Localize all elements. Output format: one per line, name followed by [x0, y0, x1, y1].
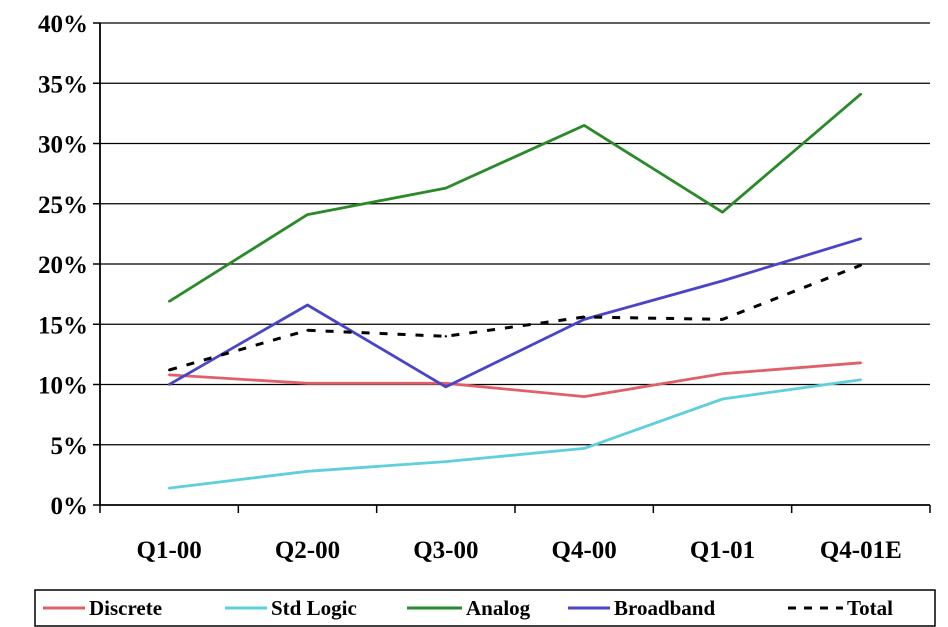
data-point-total-q1-00	[167, 368, 171, 372]
data-point-std-logic-q4-01e	[859, 378, 863, 381]
series-line-std-logic	[169, 378, 861, 490]
gridlines	[100, 22, 930, 446]
legend-box	[34, 589, 936, 627]
data-point-analog-q3-00	[444, 186, 448, 190]
legend-label-discrete: Discrete	[89, 596, 162, 620]
y-tick-label-25: 25%	[38, 192, 88, 219]
x-tick-label-q2-00: Q2-00	[275, 537, 340, 564]
data-point-broadband-q2-00	[306, 303, 309, 307]
data-point-discrete-q4-00	[582, 395, 586, 398]
data-point-discrete-q1-00	[167, 373, 171, 377]
x-tick-label-q4-01e: Q4-01E	[820, 537, 902, 564]
data-point-std-logic-q3-00	[444, 460, 448, 463]
data-point-discrete-q3-00	[444, 382, 448, 385]
data-point-analog-q1-00	[167, 300, 171, 303]
data-point-total-q1-01	[721, 318, 724, 321]
axes: 0% 5% 10% 15% 20% 25% 30% 35% 40% Q1-00 Q2-00 Q3-00…	[38, 11, 931, 564]
data-point-discrete-q4-01e	[859, 361, 863, 365]
data-point-discrete-q1-01	[721, 372, 724, 375]
data-point-total-q4-00	[582, 315, 586, 319]
legend-label-std-logic: Std Logic	[271, 596, 357, 620]
x-tick-label-q3-00: Q3-00	[413, 537, 478, 564]
data-point-broadband-q3-00	[444, 385, 448, 389]
y-tick-label-30: 30%	[38, 132, 88, 159]
series-line-analog	[168, 93, 862, 303]
data-point-std-logic-q1-01	[721, 397, 724, 401]
data-point-analog-q1-01	[721, 210, 724, 214]
y-tick-label-40: 40%	[38, 11, 88, 38]
data-point-std-logic-q1-00	[167, 486, 171, 490]
data-point-analog-q4-01e	[859, 92, 863, 96]
data-point-analog-q4-00	[582, 124, 586, 127]
series-lines	[167, 92, 863, 490]
y-tick-label-15: 15%	[38, 312, 88, 339]
series-line-broadband	[168, 237, 862, 389]
legend-label-total: Total	[847, 596, 893, 620]
y-tick-label-20: 20%	[38, 252, 88, 279]
y-tick-label-35: 35%	[38, 71, 88, 98]
data-point-broadband-q4-01e	[859, 237, 863, 240]
data-point-std-logic-q2-00	[306, 470, 309, 473]
data-point-broadband-q1-01	[721, 279, 724, 283]
series-line-discrete	[169, 361, 861, 399]
x-tick-label-q4-00: Q4-00	[552, 537, 617, 564]
x-tick-label-q1-01: Q1-01	[690, 537, 755, 564]
legend: Discrete Std Logic Analog Broadband Total	[34, 589, 936, 627]
data-point-broadband-q1-00	[167, 383, 171, 386]
y-tick-label-0: 0%	[51, 493, 89, 520]
data-point-discrete-q2-00	[306, 382, 309, 385]
x-tick-label-q1-00: Q1-00	[137, 537, 202, 564]
y-tick-label-10: 10%	[38, 373, 88, 400]
legend-label-analog: Analog	[466, 596, 531, 620]
data-point-total-q4-01e	[859, 264, 863, 267]
data-point-total-q2-00	[306, 329, 309, 332]
data-point-analog-q2-00	[306, 213, 309, 216]
data-point-std-logic-q4-00	[582, 447, 586, 450]
y-tick-label-5: 5%	[51, 433, 89, 460]
data-point-broadband-q4-00	[582, 318, 586, 321]
data-point-total-q3-00	[444, 335, 448, 338]
legend-label-broadband: Broadband	[614, 596, 715, 620]
